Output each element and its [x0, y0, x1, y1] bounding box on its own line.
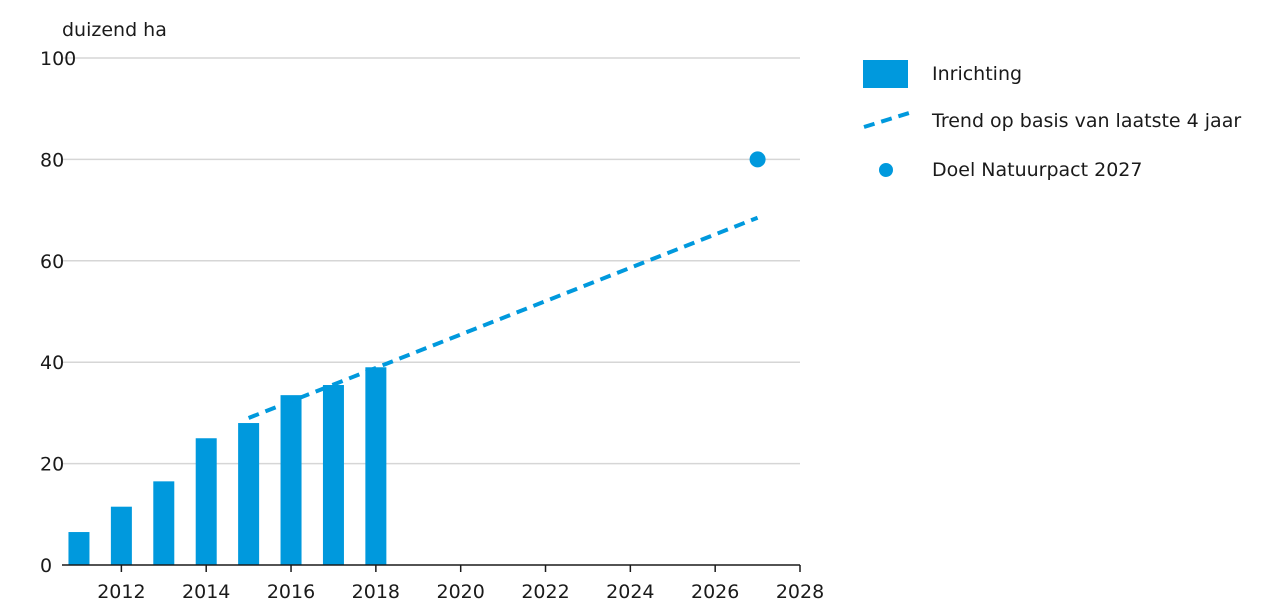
- x-tick-label-2026: 2026: [691, 581, 739, 601]
- x-tick-label-2016: 2016: [267, 581, 315, 601]
- y-tick-label-40: 40: [40, 352, 64, 374]
- legend-dot-swatch: [879, 163, 893, 177]
- target-point-2027: [749, 151, 766, 168]
- legend-item-trend: Trend op basis van laatste 4 jaar: [863, 110, 1241, 132]
- legend-label-inrichting: Inrichting: [932, 63, 1022, 85]
- legend-item-inrichting: Inrichting: [863, 60, 1022, 88]
- bar-2018: [365, 367, 387, 565]
- grid-lines: [62, 57, 800, 465]
- legend-bar-swatch: [863, 60, 908, 88]
- x-tick-label-2012: 2012: [97, 581, 145, 601]
- x-tick-label-2022: 2022: [521, 581, 569, 601]
- y-tick-label-60: 60: [40, 251, 64, 273]
- legend: Inrichting Trend op basis van laatste 4 …: [863, 60, 1241, 181]
- legend-dashed-line-swatch: [863, 111, 910, 129]
- legend-label-trend: Trend op basis van laatste 4 jaar: [931, 110, 1241, 132]
- trend-line-group: [247, 215, 759, 420]
- x-tick-label-2014: 2014: [182, 581, 230, 601]
- x-tick-label-2024: 2024: [606, 581, 654, 601]
- x-tick-label-2018: 2018: [352, 581, 400, 601]
- y-axis-label: duizend ha: [62, 19, 167, 41]
- bar-2017: [322, 385, 344, 565]
- bars: [68, 367, 387, 565]
- axes: [62, 564, 801, 572]
- x-tick-label-2028: 2028: [776, 581, 824, 601]
- bar-2015: [238, 423, 260, 565]
- y-tick-label-100: 100: [40, 48, 76, 70]
- target-points: [749, 151, 766, 168]
- bar-2012: [110, 506, 132, 565]
- bar-2014: [195, 438, 217, 565]
- y-tick-labels: 0 20 40 60 80 100: [40, 48, 76, 577]
- trend-line: [247, 215, 759, 420]
- y-tick-label-20: 20: [40, 454, 64, 476]
- legend-item-doel: Doel Natuurpact 2027: [879, 159, 1142, 181]
- y-tick-label-0: 0: [40, 555, 52, 577]
- bar-2016: [280, 395, 302, 565]
- x-tick-label-2020: 2020: [437, 581, 485, 601]
- x-tick-labels: 2012 2014 2016 2018 2020 2022 2024 2026 2028: [97, 581, 824, 601]
- legend-label-doel: Doel Natuurpact 2027: [932, 159, 1142, 181]
- bar-2013: [153, 481, 175, 565]
- bar-2011: [68, 532, 90, 565]
- y-tick-label-80: 80: [40, 149, 64, 171]
